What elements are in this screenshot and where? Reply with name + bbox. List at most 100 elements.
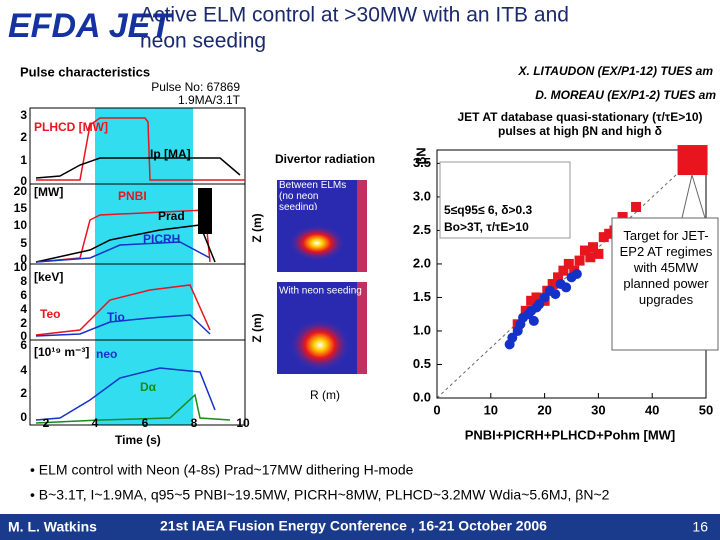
- point: [558, 265, 569, 276]
- pulse: Pulse No: 67869: [151, 80, 240, 94]
- x-tick-label: 6: [142, 416, 149, 430]
- tick-label: 0: [20, 410, 27, 424]
- tick-label: 0: [20, 174, 27, 188]
- point: [598, 232, 609, 243]
- y-tick-label: 0.0: [413, 389, 431, 404]
- tick-label: 0: [20, 252, 27, 266]
- y-tick-label: 3.0: [413, 188, 431, 203]
- tick-label: 20: [14, 184, 28, 198]
- point: [579, 245, 590, 256]
- point: [531, 292, 542, 303]
- x-tick-label: 10: [236, 416, 250, 430]
- point: [677, 145, 708, 176]
- point: [593, 248, 604, 259]
- title: Active ELM control at >30MW with an ITB …: [140, 4, 569, 27]
- tick-label: 1: [20, 153, 27, 167]
- tick-label: 4: [20, 363, 27, 377]
- callout-pointer: [681, 173, 706, 219]
- trace-label: PNBI: [118, 189, 147, 203]
- point: [534, 299, 545, 310]
- trace-label: neo: [96, 347, 117, 361]
- y-tick-label: 0.5: [413, 356, 431, 371]
- trace-label: PLHCD [MW]: [34, 120, 108, 134]
- trace-label: Ip [MA]: [150, 147, 191, 161]
- chart-title-box: JET AT database quasi-stationary (τ/τE>1…: [457, 110, 703, 138]
- x-tick-label: 0: [433, 402, 440, 417]
- bullet: • ELM control with Neon (4-8s) Prad~17MW…: [30, 462, 414, 478]
- point: [604, 228, 615, 239]
- section: Pulse characteristics: [20, 64, 150, 79]
- point: [553, 272, 564, 283]
- point: [507, 332, 518, 343]
- callout-text: Target for JET-EP2 AT regimes with 45MW …: [619, 228, 713, 307]
- panel-note: Between ELMs (no neon seeding): [279, 180, 347, 210]
- traces: [35, 117, 245, 424]
- panel-note: With neon seeding: [279, 286, 362, 297]
- colorbar: [357, 282, 367, 374]
- axis-label: Z (m): [250, 213, 264, 242]
- tick-label: 10: [14, 218, 28, 232]
- point: [574, 255, 585, 266]
- bullet: • B~3.1T, I~1.9MA, q95~5 PNBI~19.5MW, PI…: [30, 487, 610, 503]
- x-tick-label: 30: [591, 402, 605, 417]
- footer-bar: [0, 514, 720, 540]
- point: [561, 282, 572, 293]
- trace-label: [MW]: [34, 185, 63, 199]
- point: [585, 252, 596, 263]
- plot: 0.00.51.01.52.02.53.03.50102030405020062…: [413, 145, 713, 417]
- y-tick-label: 3.5: [413, 155, 431, 170]
- legend: [439, 161, 571, 239]
- trace-label: Prad: [158, 209, 185, 223]
- point: [563, 258, 574, 269]
- y-tick-label: 1.5: [413, 289, 431, 304]
- tick-label: 5: [20, 236, 27, 250]
- tick-label: 2: [20, 316, 27, 330]
- x-label: PNBI+PICRH+PLHCD+Pohm [MW]: [465, 427, 676, 442]
- x-tick-label: 8: [191, 416, 198, 430]
- legend-note: 5≤q95≤ 6, δ>0.3: [444, 203, 532, 217]
- chart-title: JET AT database quasi-stationary (τ/τE>1…: [457, 110, 703, 138]
- logo: EFDA JET: [8, 7, 174, 45]
- x-tick-label: 40: [645, 402, 659, 417]
- tick-label: 6: [20, 288, 27, 302]
- tick-label: 0: [20, 329, 27, 343]
- panel-note-text: Between ELMs (no neon seeding): [279, 180, 347, 210]
- point: [528, 315, 539, 326]
- conference: 21st IAEA Fusion Energy Conference , 16-…: [160, 518, 547, 534]
- trace-label: Tio: [107, 310, 125, 324]
- legend-note: Bo>3T, τ/τE>10: [444, 220, 529, 234]
- y-tick-label: 2.5: [413, 222, 431, 237]
- trace-label: PICRH: [143, 232, 180, 246]
- callout-box: Target for JET-EP2 AT regimes with 45MW …: [619, 228, 713, 307]
- tick-label: 10: [14, 260, 28, 274]
- point: [631, 201, 642, 212]
- tick-label: 2: [20, 386, 27, 400]
- tick-label: 3: [20, 108, 27, 122]
- trace-frames: [29, 107, 246, 426]
- colorbar: [357, 180, 367, 272]
- trend-line: [436, 159, 693, 399]
- x-tick-label: 2: [43, 416, 50, 430]
- y-tick-label: 1.0: [413, 322, 431, 337]
- point: [550, 289, 561, 300]
- point: [571, 269, 582, 279]
- point: [588, 242, 599, 253]
- x-tick-label: 20: [537, 402, 551, 417]
- trace-label: Dα: [140, 380, 157, 394]
- tick-label: 4: [20, 302, 27, 316]
- point: [547, 279, 558, 290]
- tick-label: 2: [20, 130, 27, 144]
- point: [526, 295, 537, 306]
- axis-label: R (m): [310, 388, 340, 402]
- page-number: 16: [692, 519, 708, 535]
- x-tick-label: 10: [484, 402, 498, 417]
- panel-title: Divertor radiation: [275, 152, 375, 166]
- tick-label: 8: [20, 274, 27, 288]
- trace-label: [10¹⁹ m⁻³]: [34, 345, 89, 359]
- author: X. LITAUDON (EX/P1-12) TUES am: [518, 64, 714, 78]
- pulse-params: 1.9MA/3.1T: [178, 93, 241, 107]
- presenter: M. L. Watkins: [8, 519, 97, 535]
- elm-burst: [198, 188, 212, 234]
- callout: [611, 217, 719, 351]
